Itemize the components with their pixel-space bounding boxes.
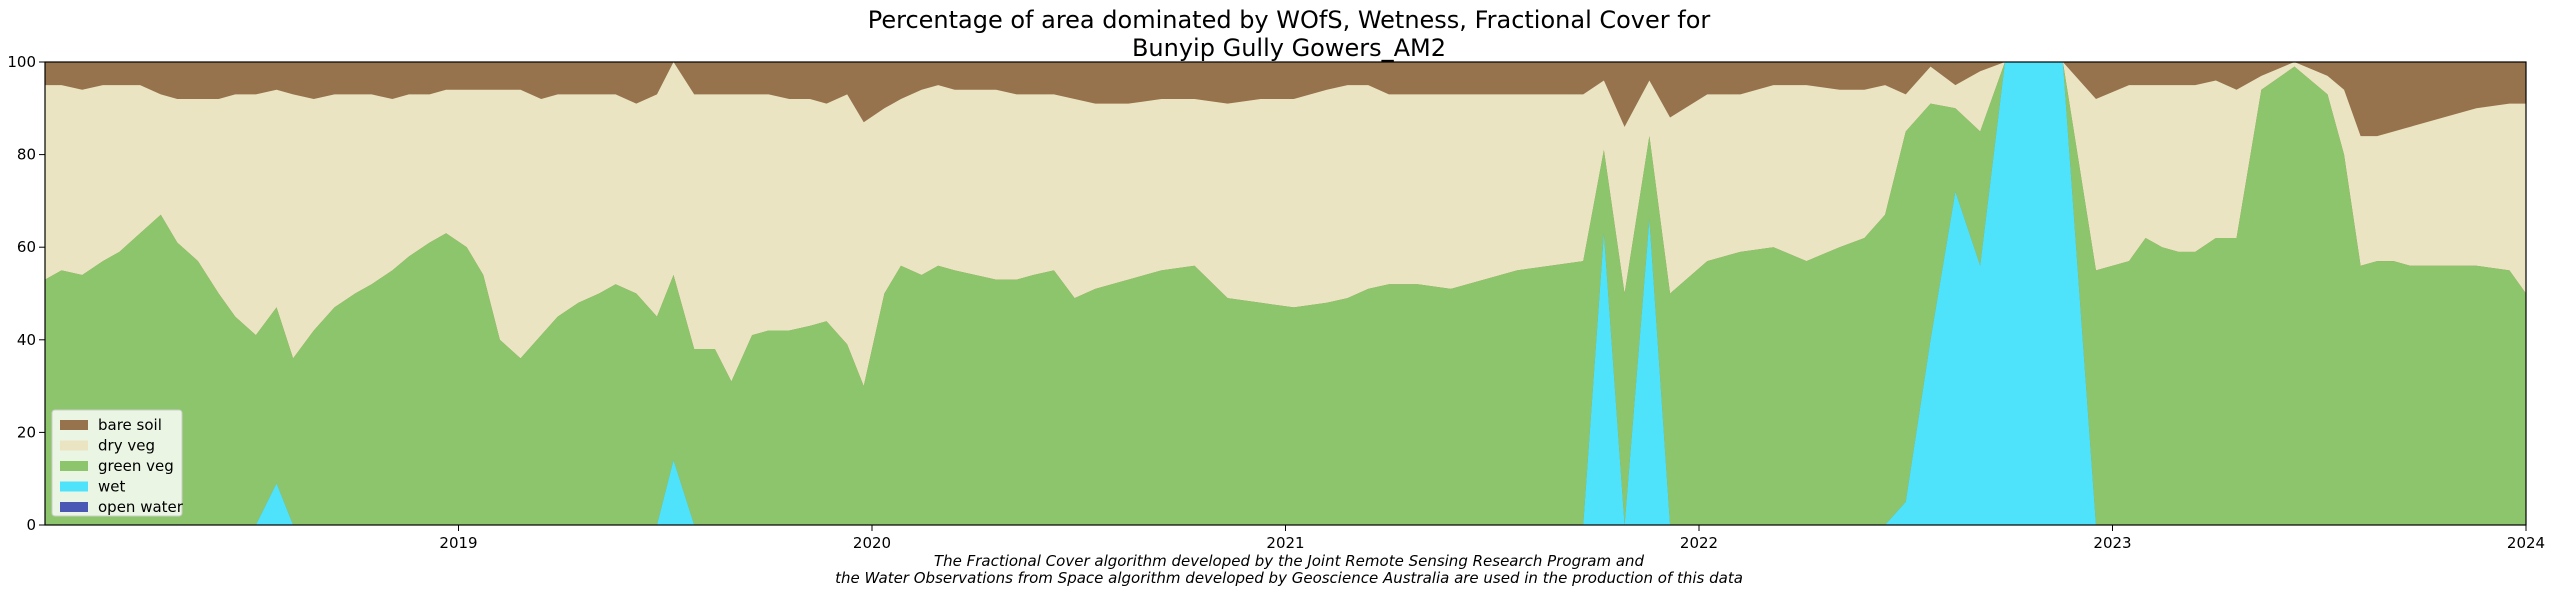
legend: bare soil dry veg green veg wet open water (51, 409, 184, 517)
legend-swatch (60, 502, 88, 512)
x-tick-label: 2021 (1266, 534, 1304, 552)
y-tick-label: 80 (17, 146, 36, 164)
legend-label: green veg (98, 457, 174, 475)
chart-title-line-2: Bunyip Gully Gowers_AM2 (1132, 34, 1446, 62)
y-tick-label: 20 (17, 423, 36, 441)
y-axis: 0 20 40 60 80 100 (7, 53, 45, 534)
area-dry-veg (45, 62, 2526, 387)
legend-swatch (60, 420, 88, 430)
area-green-veg (45, 62, 2526, 525)
footnote-line-2: the Water Observations from Space algori… (835, 569, 1743, 587)
x-tick-label: 2024 (2507, 534, 2545, 552)
legend-label: wet (98, 478, 125, 496)
legend-swatch (60, 481, 88, 492)
legend-swatch (60, 440, 88, 451)
y-tick-label: 0 (26, 516, 36, 534)
x-tick-label: 2019 (439, 534, 477, 552)
plot-area (45, 62, 2526, 525)
legend-swatch (60, 461, 88, 471)
y-tick-label: 60 (17, 238, 36, 256)
legend-label: dry veg (98, 437, 155, 455)
x-tick-label: 2020 (853, 534, 891, 552)
chart-title-line-1: Percentage of area dominated by WOfS, We… (868, 6, 1711, 34)
legend-label: bare soil (98, 416, 162, 434)
x-tick-label: 2023 (2093, 534, 2131, 552)
y-tick-label: 40 (17, 331, 36, 349)
legend-label: open water (98, 498, 184, 516)
x-tick-label: 2022 (1680, 534, 1718, 552)
area-wet (45, 62, 2526, 525)
y-tick-label: 100 (7, 53, 36, 71)
footnote-line-1: The Fractional Cover algorithm developed… (934, 552, 1645, 570)
x-axis: 2019 2020 2021 2022 2023 2024 (439, 525, 2545, 552)
